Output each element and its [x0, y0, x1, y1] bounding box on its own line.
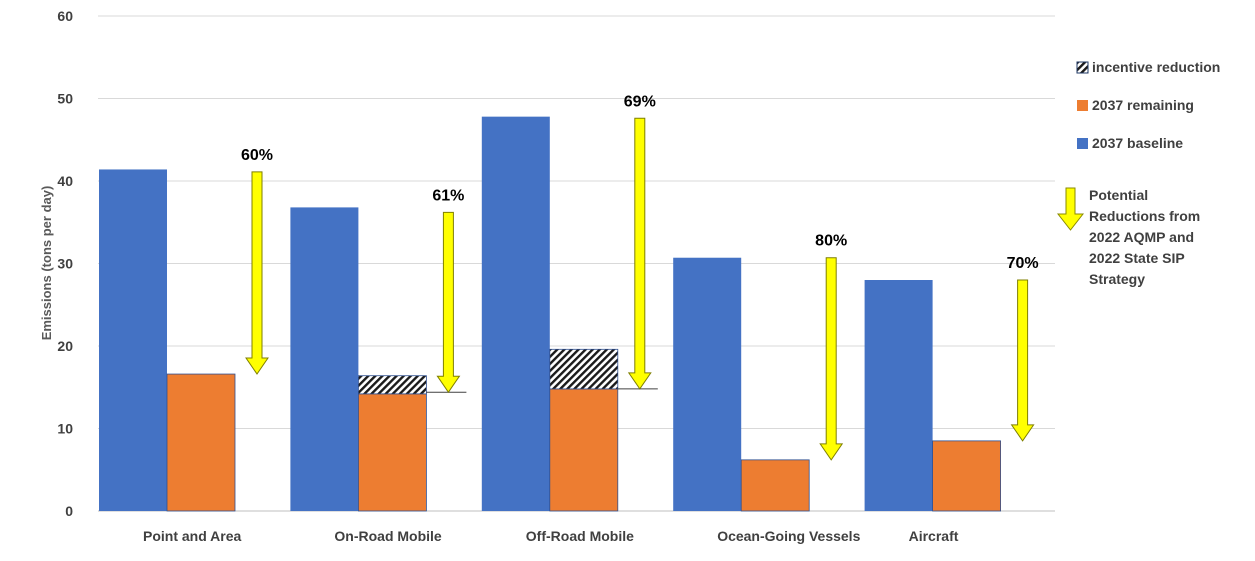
reduction-arrow: [436, 211, 461, 394]
y-tick-label: 10: [57, 421, 73, 437]
legend: incentive reduction 2037 remaining 2037 …: [1056, 59, 1220, 287]
y-tick-label: 60: [57, 8, 73, 24]
legend-label-incentive: incentive reduction: [1092, 59, 1220, 75]
legend-item-baseline: 2037 baseline: [1077, 135, 1183, 151]
reduction-percent-label: 60%: [241, 147, 273, 164]
reduction-arrow: [245, 171, 269, 375]
bar-baseline: [481, 116, 550, 512]
bar-baseline: [673, 257, 742, 511]
bar-remaining: [549, 388, 619, 512]
bar-remaining: [932, 440, 1001, 512]
reduction-percent-label: 70%: [1007, 255, 1039, 272]
y-axis-label: Emissions (tons per day): [39, 186, 54, 341]
bar-remaining: [357, 393, 427, 512]
bar-baseline: [99, 169, 167, 511]
reduction-arrows: [245, 117, 1035, 461]
x-tick-label: Point and Area: [143, 528, 241, 544]
x-tick-label: Off-Road Mobile: [526, 528, 634, 544]
legend-label-remaining: 2037 remaining: [1092, 97, 1194, 113]
legend-label-reductions-line-5: Strategy: [1089, 271, 1145, 287]
legend-arrow-icon: [1056, 187, 1085, 231]
legend-item-incentive: incentive reduction: [1076, 59, 1220, 75]
y-tick-label: 50: [57, 91, 73, 107]
x-tick-label: On-Road Mobile: [334, 528, 442, 544]
reduction-arrow: [1010, 279, 1035, 442]
legend-item-remaining: 2037 remaining: [1077, 97, 1194, 113]
bar-baseline: [290, 207, 359, 511]
y-tick-label: 0: [65, 503, 73, 519]
bar-incentive: [549, 348, 619, 390]
legend-swatch-incentive: [1076, 61, 1089, 74]
legend-label-reductions-line-1: Potential: [1089, 187, 1148, 203]
x-tick-label: Ocean-Going Vessels: [717, 528, 860, 544]
legend-label-reductions: Potential Reductions from 2022 AQMP and …: [1089, 187, 1204, 287]
legend-label-baseline: 2037 baseline: [1092, 135, 1183, 151]
legend-swatch-remaining: [1077, 100, 1088, 111]
y-tick-label: 30: [57, 256, 73, 272]
legend-label-reductions-line-4: 2022 State SIP: [1089, 250, 1184, 266]
x-tick-label: Aircraft: [909, 528, 959, 544]
reduction-percent-label: 80%: [815, 233, 847, 250]
bar-remaining: [166, 373, 236, 512]
bar-remaining: [740, 459, 810, 512]
bar-incentive: [357, 375, 427, 395]
y-tick-label: 20: [57, 338, 73, 354]
reduction-arrow: [819, 257, 844, 461]
legend-label-reductions-line-3: 2022 AQMP and: [1089, 229, 1194, 245]
y-tick-label: 40: [57, 173, 73, 189]
reduction-percent-label: 69%: [624, 93, 656, 110]
legend-swatch-baseline: [1077, 138, 1088, 149]
bar-baseline: [864, 280, 933, 511]
reduction-arrow: [627, 117, 652, 390]
reduction-percent-label: 61%: [432, 187, 464, 204]
legend-label-reductions-line-2: Reductions from: [1089, 208, 1200, 224]
legend-item-reductions: Potential Reductions from 2022 AQMP and …: [1056, 187, 1204, 287]
bars: [99, 116, 1001, 512]
labels: 0 10 20 30 40 50 60 60% Point and Area 61% On-Road…: [57, 8, 1038, 544]
